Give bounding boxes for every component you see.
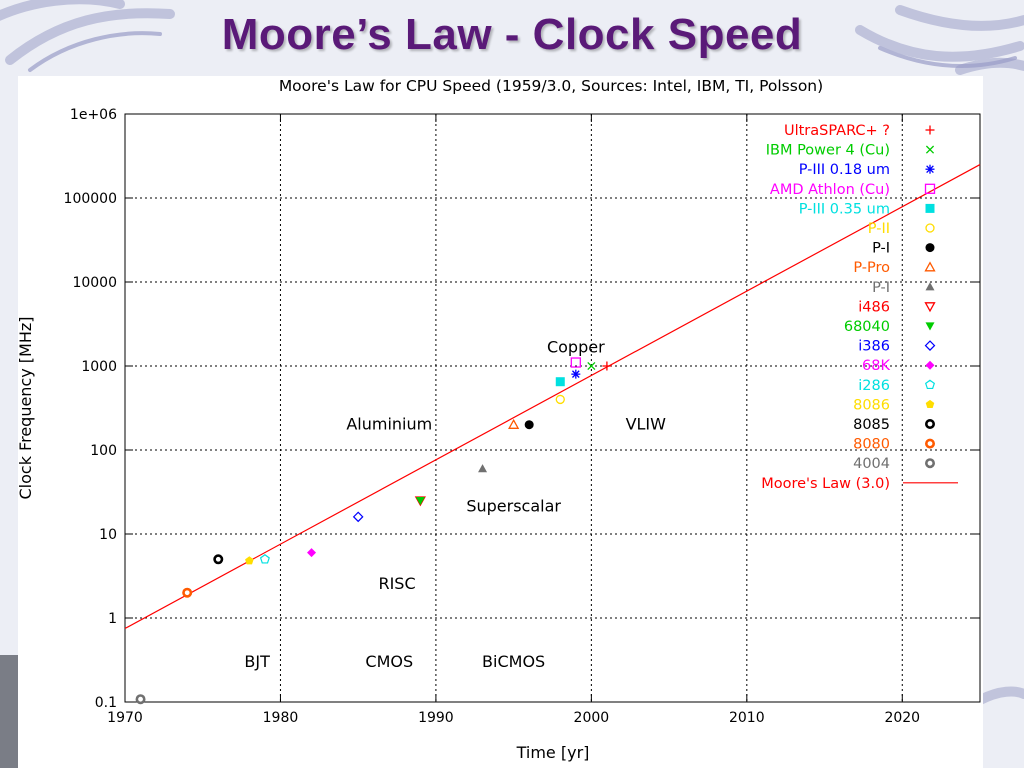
- data-point: [570, 357, 581, 368]
- legend-label: UltraSPARC+ ?: [784, 123, 890, 139]
- legend-label: 4004: [853, 456, 890, 472]
- legend-marker: [925, 322, 935, 331]
- x-tick-label: 2020: [884, 710, 920, 726]
- legend-marker: [925, 223, 935, 233]
- annotation-label: RISC: [378, 574, 415, 593]
- legend-label: 8085: [853, 417, 890, 433]
- legend-label: AMD Athlon (Cu): [770, 182, 890, 198]
- y-tick-label: 10: [99, 527, 117, 543]
- data-point: [478, 464, 488, 473]
- legend-label: i386: [858, 339, 890, 355]
- legend-label: Moore's Law (3.0): [761, 476, 890, 492]
- data-point: [259, 554, 270, 564]
- legend-label: i486: [858, 299, 890, 315]
- x-tick-label: 2000: [574, 710, 610, 726]
- data-point: [415, 496, 425, 506]
- legend-label: IBM Power 4 (Cu): [766, 143, 890, 159]
- legend-marker: [925, 379, 935, 390]
- legend-marker: [924, 458, 935, 469]
- legend-marker: [924, 261, 936, 272]
- x-tick-label: 2010: [729, 710, 765, 726]
- legend-marker: [925, 203, 935, 213]
- y-tick-label: 1: [108, 611, 117, 627]
- legend-label: 8080: [853, 437, 890, 453]
- x-tick-label: 1980: [263, 710, 299, 726]
- data-point: [571, 369, 581, 379]
- legend-marker: [925, 243, 935, 253]
- legend-marker: [924, 418, 935, 429]
- data-point: [508, 418, 520, 429]
- legend-label: 8086: [853, 397, 890, 413]
- trend-line-group: [124, 164, 981, 630]
- chart-panel: Moore's Law for CPU Speed (1959/3.0, Sou…: [18, 76, 983, 768]
- slide-title: Moore’s Law - Clock Speed: [221, 10, 803, 59]
- data-point: [245, 556, 254, 565]
- y-axis-label: Clock Frequency [MHz]: [18, 316, 35, 499]
- plot-frame: [124, 113, 981, 703]
- legend-label: P-Pro: [853, 260, 890, 276]
- legend-marker: [925, 164, 935, 174]
- x-tick-label: 1990: [418, 710, 454, 726]
- data-point: [135, 694, 146, 705]
- data-point: [555, 377, 565, 387]
- legend-label: P-I: [872, 280, 890, 296]
- x-axis-label: Time [yr]: [516, 743, 590, 762]
- legend: UltraSPARC+ ? IBM Power 4 (Cu) P-III 0.18 …: [761, 123, 958, 492]
- y-tick-label: 0.1: [95, 695, 117, 711]
- axis-ticks: 0.1 1 10 100 1000 10000 100000 1e+06 1970 1980 199…: [64, 107, 980, 726]
- data-point: [352, 511, 364, 523]
- annotation-label: Aluminium: [346, 415, 432, 434]
- x-tick-label: 1970: [107, 710, 143, 726]
- data-point: [524, 420, 534, 430]
- legend-label: 68K: [862, 358, 890, 374]
- annotation-label: BJT: [244, 652, 270, 671]
- logo-fragment: [0, 655, 20, 768]
- annotation-label: CMOS: [365, 652, 413, 671]
- legend-label: P-I: [872, 241, 890, 257]
- legend-marker: [925, 399, 935, 409]
- legend-label: 68040: [844, 319, 890, 335]
- legend-marker: [924, 183, 936, 194]
- moores-law-trend-line: [124, 164, 981, 630]
- chart-title: Moore's Law for CPU Speed (1959/3.0, Sou…: [279, 77, 823, 95]
- data-points: [135, 357, 612, 705]
- annotation-label: Copper: [547, 337, 605, 356]
- moores-law-chart: Moore's Law for CPU Speed (1959/3.0, Sou…: [18, 77, 981, 762]
- y-tick-label: 1000: [81, 359, 117, 375]
- legend-marker: [924, 302, 936, 313]
- data-point: [182, 587, 193, 598]
- legend-marker: [925, 145, 935, 154]
- grid-lines: [125, 114, 980, 702]
- legend-label: P-III 0.35 um: [799, 201, 890, 217]
- legend-marker: [925, 360, 935, 370]
- y-tick-label: 10000: [72, 275, 117, 291]
- data-point: [555, 394, 565, 405]
- legend-label: P-II: [868, 221, 890, 237]
- annotation-label: VLIW: [626, 415, 667, 434]
- annotation-label: BiCMOS: [482, 652, 545, 671]
- data-point: [213, 554, 224, 565]
- region-annotations: Copper Aluminium VLIW Superscalar RISC BJT CMO…: [244, 337, 666, 671]
- y-tick-label: 100000: [64, 191, 117, 207]
- y-tick-label: 100: [90, 443, 117, 459]
- data-point: [602, 361, 612, 371]
- legend-marker: [924, 438, 935, 449]
- legend-marker: [925, 282, 935, 291]
- legend-marker: [925, 125, 935, 135]
- legend-label: P-III 0.18 um: [799, 162, 890, 178]
- legend-marker: [924, 340, 936, 351]
- data-point: [307, 548, 317, 558]
- y-tick-label: 1e+06: [70, 107, 117, 123]
- legend-label: i286: [858, 378, 890, 394]
- data-point: [587, 361, 596, 371]
- annotation-label: Superscalar: [466, 497, 561, 516]
